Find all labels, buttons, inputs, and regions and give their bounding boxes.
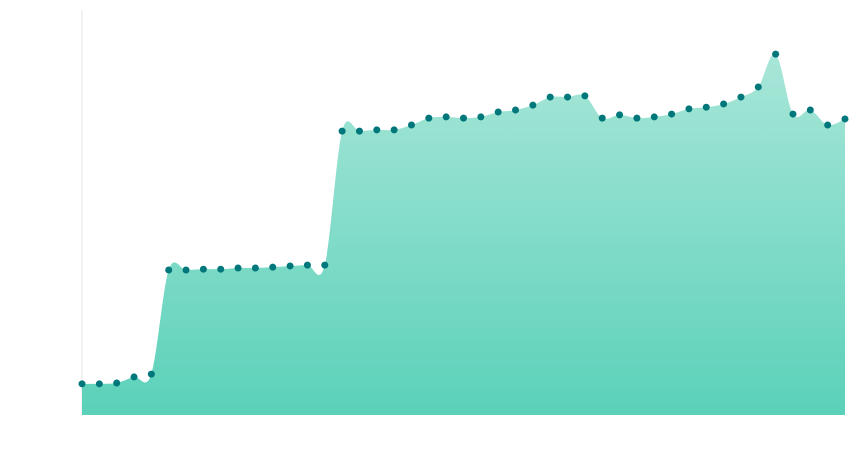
point — [512, 106, 520, 114]
point — [720, 100, 728, 108]
point — [702, 103, 710, 111]
point — [321, 261, 329, 269]
point — [165, 266, 173, 274]
area — [82, 53, 845, 415]
point — [199, 265, 207, 273]
point — [546, 93, 554, 101]
point — [529, 101, 537, 109]
point — [477, 113, 485, 121]
point — [824, 121, 832, 129]
point — [442, 113, 450, 121]
point — [234, 264, 242, 272]
point — [338, 127, 346, 135]
point — [407, 121, 415, 129]
point — [460, 114, 467, 122]
point — [390, 126, 398, 134]
point — [841, 115, 849, 123]
point — [668, 110, 676, 118]
point — [425, 114, 433, 122]
point — [147, 370, 155, 378]
point — [633, 114, 641, 122]
point — [581, 92, 589, 100]
point — [373, 126, 381, 134]
point — [182, 266, 190, 274]
point — [737, 93, 745, 101]
point — [772, 50, 780, 58]
point — [789, 110, 797, 118]
point — [95, 380, 103, 388]
point — [806, 106, 814, 114]
point — [564, 93, 572, 101]
point — [685, 105, 693, 113]
point — [251, 264, 259, 272]
point — [130, 373, 138, 381]
point — [303, 261, 311, 269]
point — [113, 379, 121, 387]
point — [269, 263, 277, 271]
point — [494, 108, 502, 116]
point — [754, 83, 762, 91]
point — [78, 380, 86, 388]
point — [217, 265, 225, 273]
point — [650, 113, 658, 121]
point — [355, 127, 363, 135]
point — [598, 114, 606, 122]
point — [616, 111, 624, 119]
point — [286, 262, 294, 270]
